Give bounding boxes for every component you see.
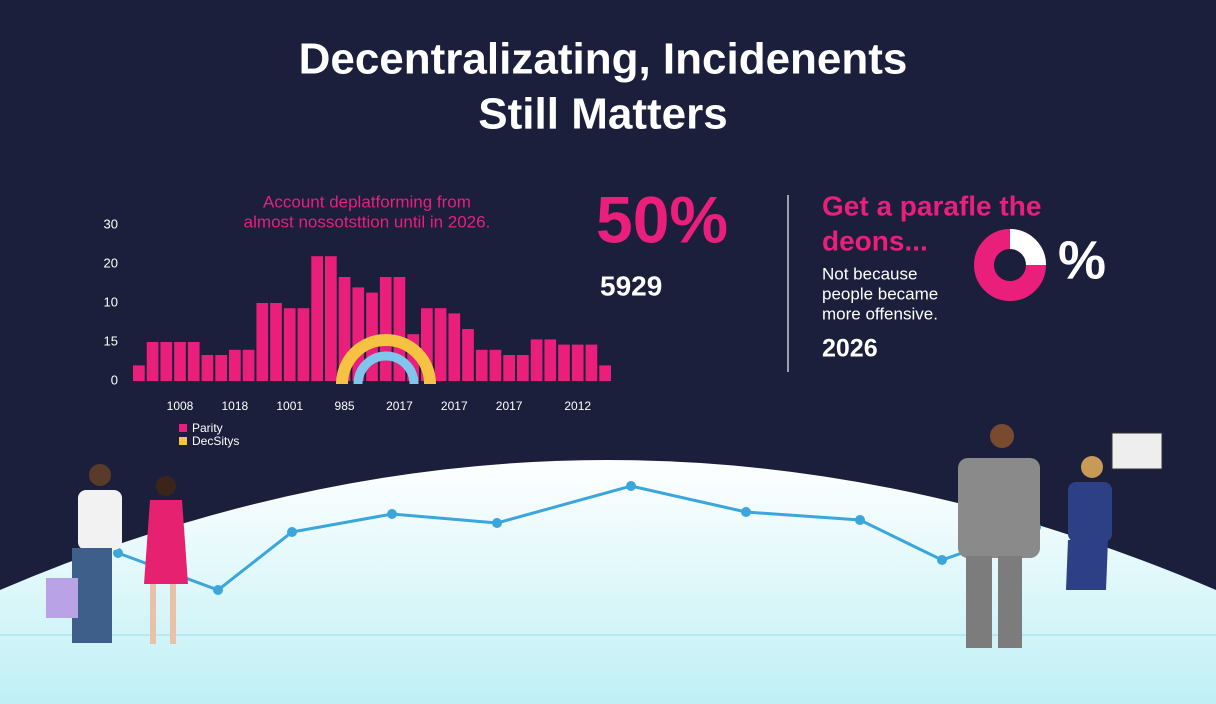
bar [311,256,323,381]
y-label: 30 [104,216,118,231]
bar [297,308,310,381]
bar [462,329,474,381]
x-tick-label: 2012 [564,399,591,413]
bar [530,339,543,381]
chart-annotation: almost nossotsttion until in 2026. [244,212,491,231]
bar [585,344,598,381]
y-label: 0 [111,372,118,387]
bar [448,313,461,381]
bar [256,303,269,381]
bar [544,339,557,381]
trend-line [117,484,1037,592]
bar [229,349,241,381]
y-label: 10 [104,294,118,309]
legend-swatch [179,424,187,432]
legend-swatch [179,437,187,445]
title-line: Decentralizating, Incidenents [299,35,908,84]
bar [325,256,337,381]
arch [336,334,436,385]
bar [393,277,406,381]
bar [379,277,392,381]
chart-annotation: Account deplatforming from [263,192,471,211]
x-tick-label: 2017 [386,399,413,413]
bar [558,344,570,381]
bar [489,349,502,381]
bar [283,308,296,381]
title: Decentralizating, Incidenents Still Matte… [299,35,908,139]
bar [146,342,159,381]
stats: 50% 5929 [596,182,728,301]
panel-body: Not because [822,264,917,283]
bar [475,349,488,381]
bar [421,308,433,381]
headline-stat: 50% [596,182,728,256]
x-tick-label: 1018 [222,399,249,413]
arch-inner [353,351,419,385]
bar [503,355,515,381]
bar [174,342,186,381]
bar [571,344,584,381]
bar [599,365,611,381]
bar [160,342,173,381]
panel-heading: Get a parafle the [822,190,1041,221]
legend-label: Parity [192,421,223,435]
x-tick-label: 2017 [441,399,468,413]
bar [242,349,255,381]
bar [352,287,365,381]
ground-arc [0,460,1216,704]
x-tick-label: 985 [335,399,355,413]
panel-heading: deons... [822,225,928,256]
x-tick-label: 2017 [496,399,523,413]
figure-stat: 5929 [600,270,662,301]
panel-body: more offensive. [822,304,938,323]
bar [517,355,529,381]
bar [338,277,351,381]
panel-symbol: % [1058,230,1106,290]
x-tick-label: 1008 [167,399,194,413]
bar [407,334,419,381]
legend-label: DecSitys [192,434,239,448]
panel: Get a parafle the deons... % Not becausepeo… [822,190,1106,362]
title-line: Still Matters [478,90,727,139]
bar [133,365,145,381]
bar [270,303,282,381]
bar [215,355,227,381]
x-tick-label: 1001 [276,399,303,413]
people [46,424,1163,648]
bar [187,342,200,381]
panel-body: people became [822,284,938,303]
donut [974,229,1046,301]
y-label: 15 [104,333,118,348]
y-label: 20 [104,255,118,270]
panel-year: 2026 [822,335,878,363]
bar [434,308,447,381]
bar [201,355,214,381]
